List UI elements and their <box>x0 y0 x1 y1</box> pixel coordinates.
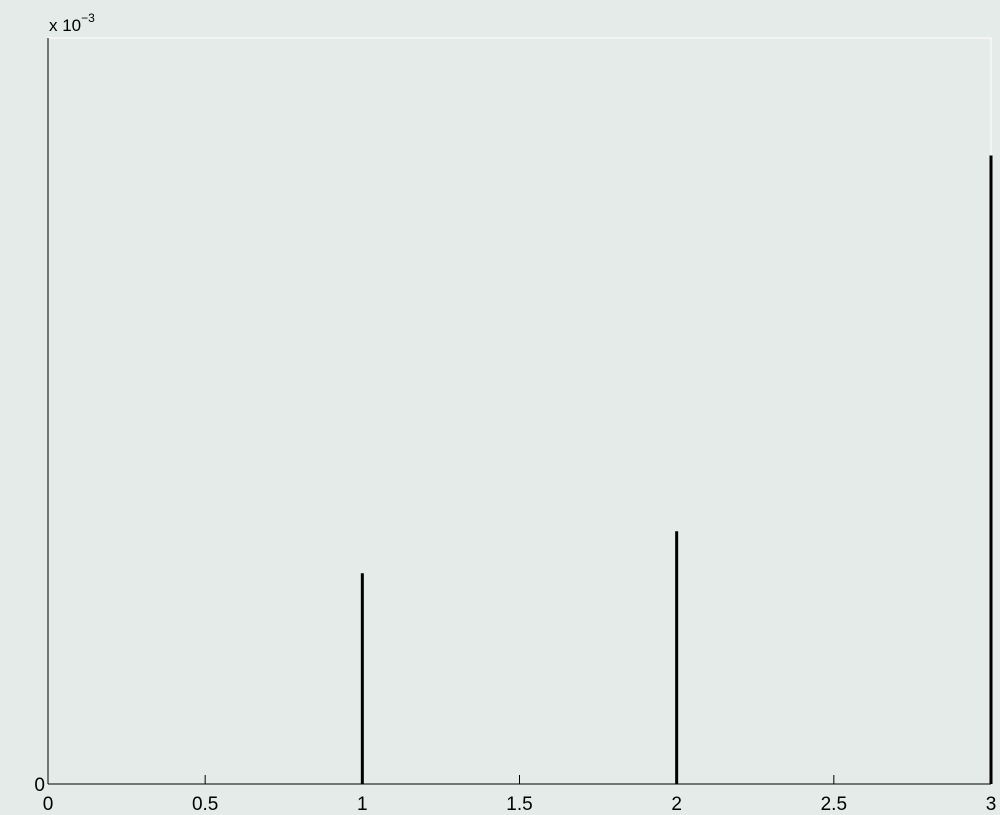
stems-group <box>360 155 993 784</box>
plot-frame <box>47 37 992 785</box>
x-tick-label: 3 <box>986 794 997 815</box>
x-tick-label: 2 <box>671 794 682 815</box>
x-tick-label: 1.5 <box>506 794 532 815</box>
x-tick-label: 2.5 <box>821 794 847 815</box>
y-multiplier-exponent: −3 <box>81 11 95 25</box>
x-ticks-group: 0 0.5 1 1.5 2 2.5 3 <box>43 775 997 815</box>
y-tick-label: 0 <box>34 775 45 796</box>
axes-group <box>47 38 991 785</box>
x-tick-label: 1 <box>357 794 368 815</box>
y-multiplier-label: x 10−3 <box>49 11 95 35</box>
y-ticks-group: 00.20.40.60.811.21.41.6 <box>34 775 57 796</box>
x-tick-label: 0 <box>43 794 54 815</box>
x-tick-label: 0.5 <box>192 794 218 815</box>
